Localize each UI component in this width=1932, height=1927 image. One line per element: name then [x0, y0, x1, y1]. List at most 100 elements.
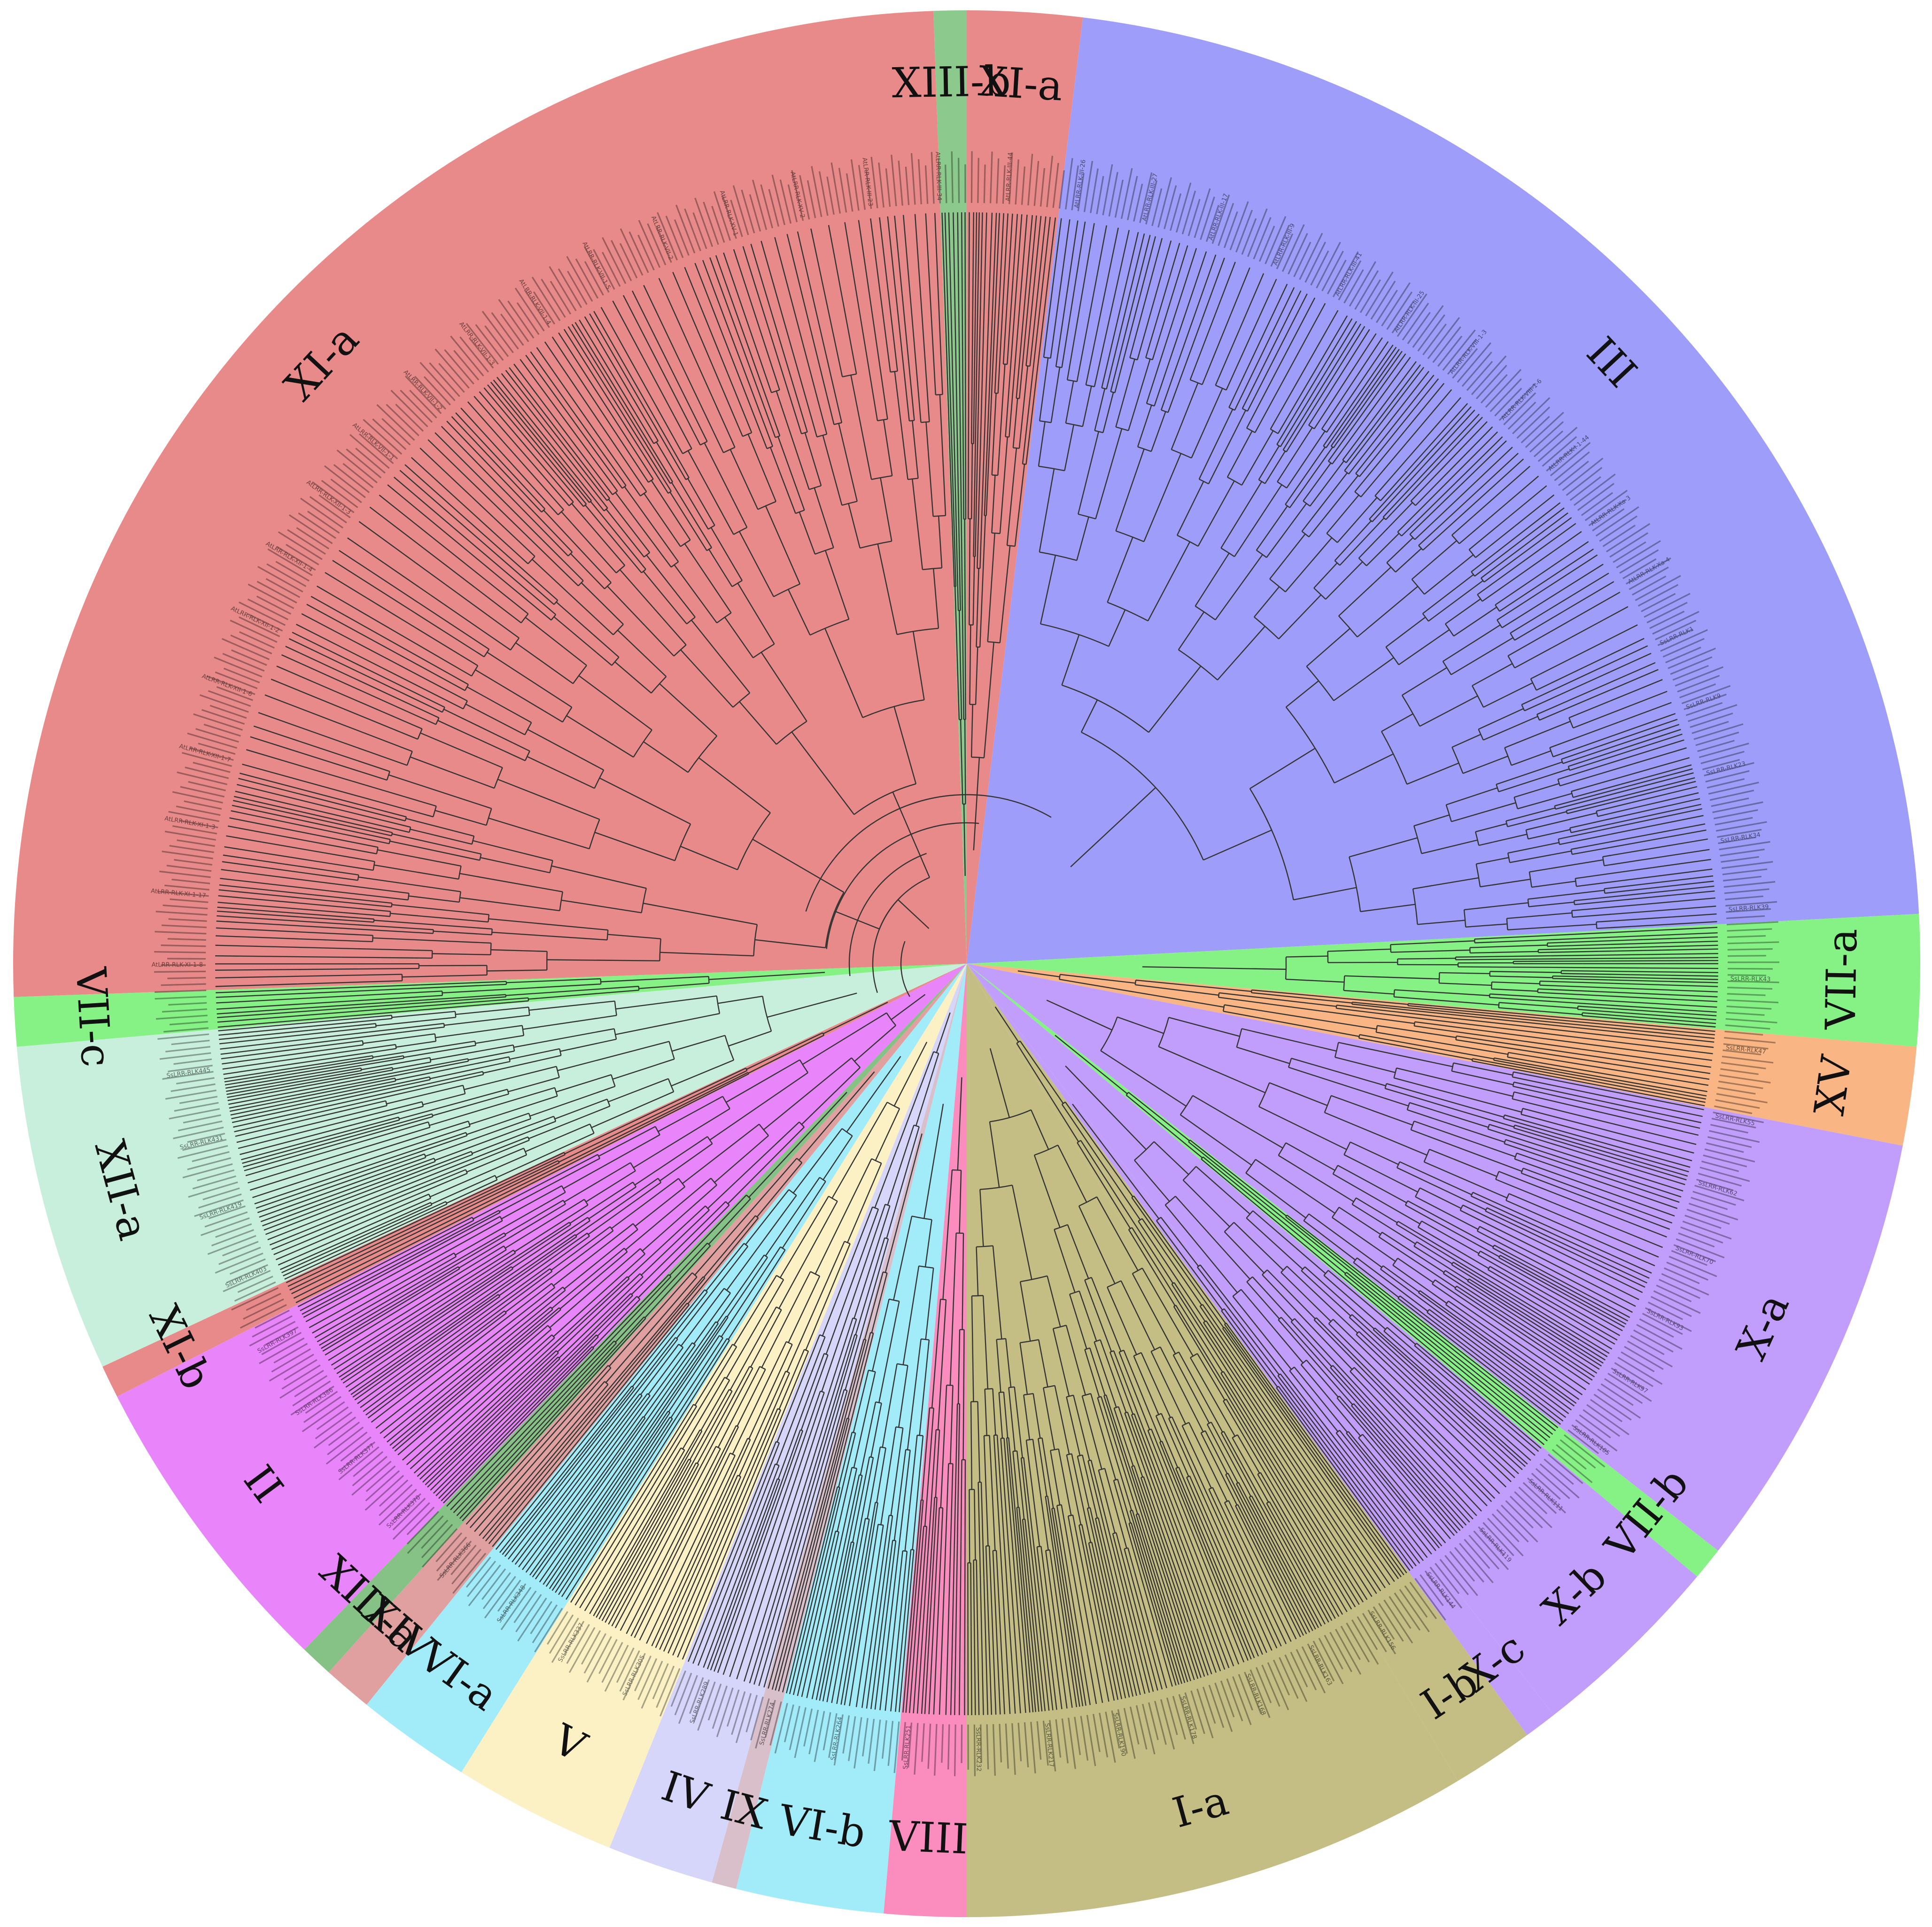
branch-arc	[865, 1517, 869, 1520]
branch	[528, 990, 639, 1000]
branch	[1562, 739, 1633, 764]
branch-tip	[1437, 1378, 1531, 1461]
branch	[1073, 1395, 1090, 1461]
branch-arc	[992, 532, 1000, 534]
branch	[954, 586, 960, 720]
leaf-label-mark	[1660, 629, 1708, 652]
branch	[1054, 1385, 1070, 1455]
branch-tip	[1506, 485, 1547, 519]
branch-tip	[1588, 1092, 1703, 1117]
leaf-label-mark	[255, 1309, 290, 1329]
branch-tip	[1622, 977, 1718, 980]
leaf-label-mark	[342, 463, 374, 488]
branch-tip	[1620, 739, 1684, 761]
branch	[660, 413, 683, 454]
branch	[1561, 748, 1593, 760]
leaf-label-mark	[1710, 1124, 1748, 1134]
branch	[1288, 1067, 1409, 1107]
branch-tip	[229, 817, 310, 835]
branch	[696, 1439, 751, 1557]
branch	[1514, 1124, 1606, 1153]
branch	[493, 503, 579, 587]
branch-arc	[933, 515, 946, 517]
leaf-label-mark	[379, 1479, 409, 1507]
branch	[409, 609, 485, 658]
leaf-label-mark	[1444, 1555, 1478, 1596]
leaf-label-mark	[678, 1675, 698, 1724]
branch-tip	[706, 1577, 742, 1670]
branch	[607, 934, 661, 940]
branch-tip	[1423, 410, 1475, 467]
branch	[824, 628, 863, 718]
branch	[644, 1447, 682, 1511]
leaf-label-mark	[176, 805, 221, 816]
branch	[1507, 923, 1597, 931]
branch	[1203, 1156, 1346, 1274]
branch	[1360, 443, 1407, 497]
leaf-label-mark	[830, 162, 841, 214]
leaf-label-mark	[1566, 467, 1603, 496]
branch-arc	[1038, 1437, 1042, 1439]
branch	[1269, 534, 1306, 580]
branch	[1208, 410, 1246, 484]
branch	[1385, 1088, 1514, 1128]
branch	[694, 1158, 798, 1276]
leaf-label-mark	[162, 1071, 214, 1080]
branch	[563, 1134, 660, 1189]
branch-tip	[1100, 1585, 1126, 1699]
clade-sector-6	[967, 964, 1903, 1551]
branch	[1082, 1455, 1098, 1518]
leaf-label-mark	[1194, 188, 1211, 238]
branch-arc	[1175, 1466, 1179, 1469]
leaf-label-mark	[980, 1724, 982, 1763]
branch	[1531, 881, 1576, 888]
branch	[1286, 1266, 1358, 1334]
leaf-label-mark	[779, 179, 791, 224]
branch	[599, 422, 647, 492]
branch-tip	[1568, 1079, 1705, 1107]
leaf-label-mark	[1675, 666, 1724, 687]
branch	[313, 745, 390, 772]
branch-tip	[419, 448, 494, 518]
branch-tip	[570, 1459, 660, 1603]
branch-arc	[1596, 922, 1598, 929]
branch-tip	[933, 1571, 941, 1715]
branch	[977, 1401, 980, 1482]
branch-tip	[1498, 1376, 1561, 1425]
branch-tip	[786, 1612, 807, 1694]
branch-tip	[1589, 1217, 1663, 1248]
leaf-label-mark	[735, 1693, 752, 1743]
branch	[612, 1058, 675, 1080]
branch	[1514, 783, 1560, 798]
branch	[882, 1540, 893, 1616]
leaf-label-mark	[1461, 351, 1492, 387]
branch-tip	[1472, 1270, 1610, 1354]
branch	[1145, 301, 1163, 358]
leaf-label-mark	[1588, 499, 1626, 526]
branch	[1472, 1060, 1569, 1080]
branch	[433, 930, 492, 936]
branch-tip	[1265, 1464, 1352, 1610]
branch	[798, 1071, 875, 1161]
branch-tip	[985, 212, 993, 418]
branch	[777, 436, 805, 511]
leaf-label-mark	[1172, 1695, 1186, 1740]
branch	[1390, 949, 1470, 953]
branch	[1285, 680, 1319, 708]
branch-tip	[1613, 1131, 1694, 1154]
branch	[573, 451, 610, 499]
leaf-label-mark	[269, 1354, 314, 1382]
leaf-label-mark	[1503, 392, 1536, 426]
branch-tip	[870, 1616, 884, 1710]
branch	[1387, 1327, 1471, 1400]
branch-tip	[314, 1287, 403, 1339]
branch	[643, 1344, 696, 1418]
branch	[853, 1370, 869, 1433]
branch	[1445, 1270, 1527, 1323]
branch-arc	[1558, 839, 1560, 845]
branch	[410, 756, 495, 789]
branch-tip	[811, 1537, 847, 1700]
leaf-label-mark	[722, 195, 737, 239]
branch-tip	[782, 1427, 850, 1693]
leaf-label-mark	[1329, 1632, 1352, 1672]
